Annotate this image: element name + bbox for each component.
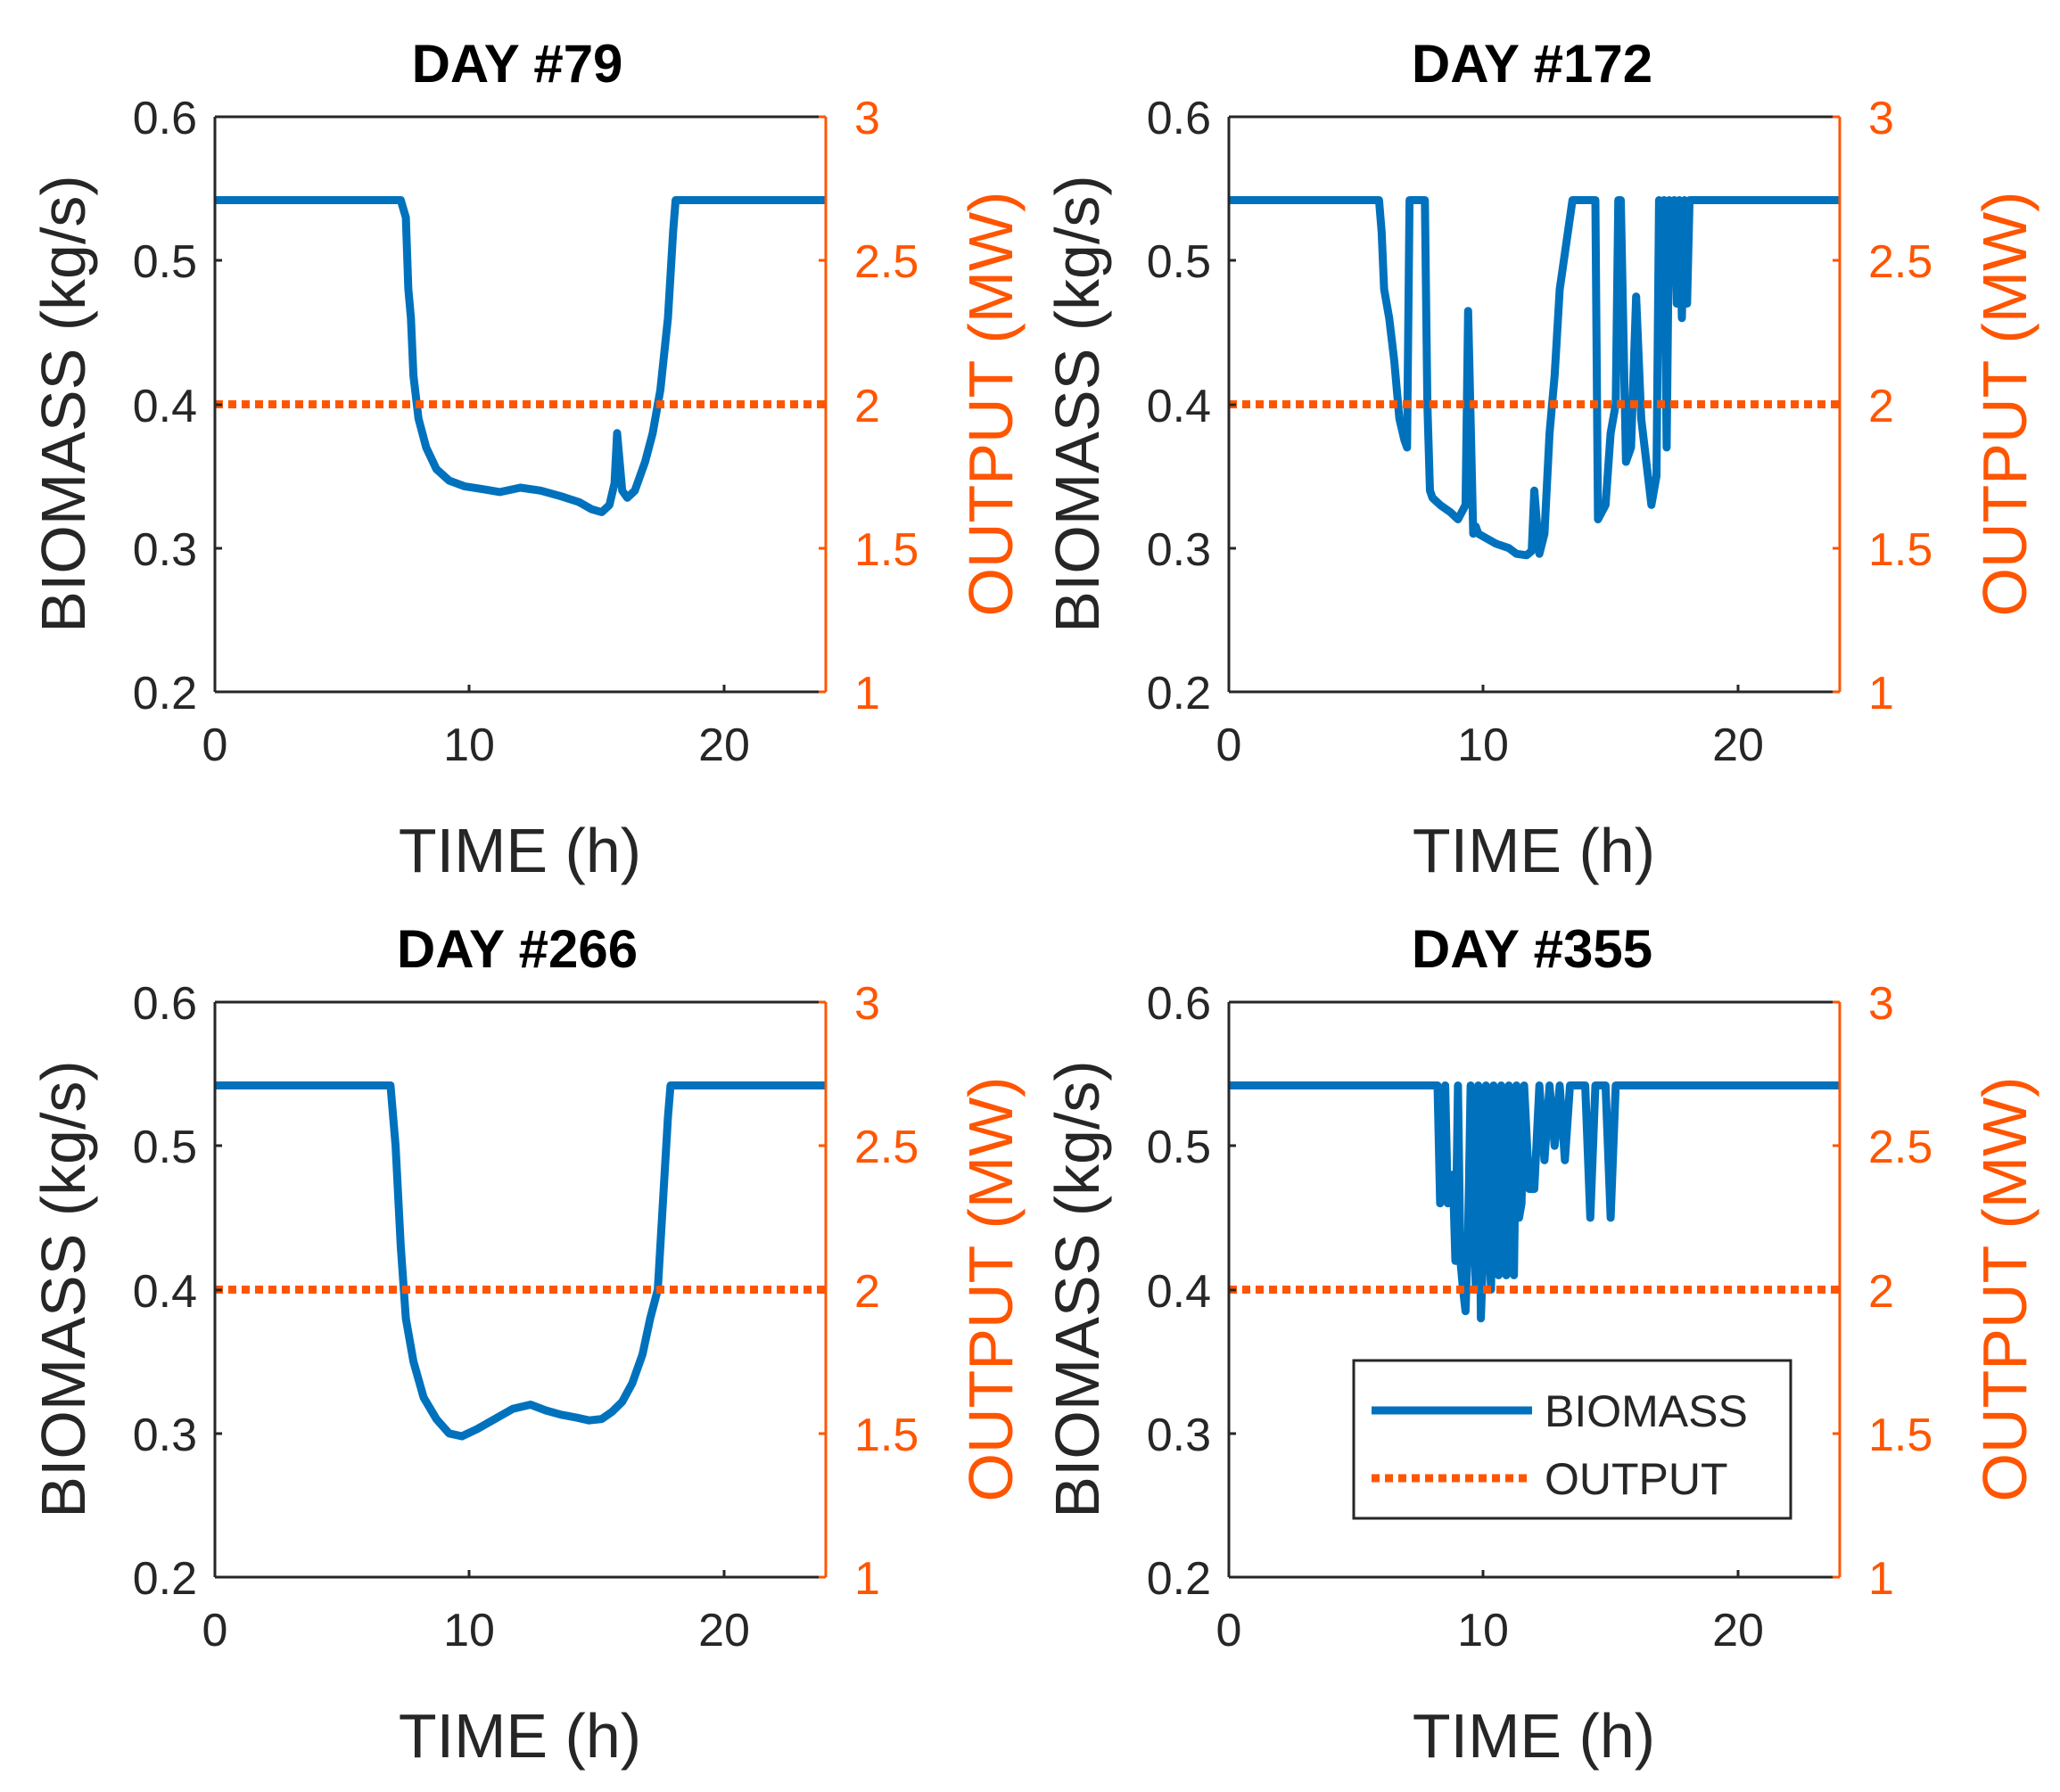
right-y-ticks: 1 1.5 2 2.5 3 [1833,93,1932,719]
x-ticks: 0 10 20 [1216,1570,1764,1656]
y-tick-label: 0.2 [133,1553,197,1605]
y-tick-label: 0.3 [1147,524,1211,576]
x-axis-label: TIME (h) [1413,816,1655,885]
y-tick-label: 0.3 [133,524,197,576]
y-tick-label: 0.5 [1147,1122,1211,1173]
x-tick-label: 0 [1216,719,1242,771]
y-right-tick-label: 1.5 [1868,524,1932,576]
y-right-tick-label: 2 [854,381,880,432]
biomass-series-line [215,1081,826,1441]
legend: BIOMASS OUTPUT [1352,1359,1792,1520]
y-tick-label: 0.4 [1147,1266,1211,1318]
panel-title: DAY #79 [412,34,623,94]
panel-day-266: DAY #266 0.2 0.3 0.4 0.5 0.6 1 [29,919,1026,1771]
y-right-tick-label: 1 [1868,1553,1894,1605]
y-right-tick-label: 3 [1868,93,1894,144]
y-right-tick-label: 2.5 [1868,1122,1932,1173]
x-tick-label: 10 [1457,1605,1509,1656]
y-tick-label: 0.4 [1147,381,1211,432]
y-right-tick-label: 2 [854,1266,880,1318]
y-axis-label: BIOMASS (kg/s) [1042,1060,1112,1517]
left-y-ticks: 0.2 0.3 0.4 0.5 0.6 [1147,93,1236,719]
x-ticks: 0 10 20 [1216,685,1764,771]
right-y-ticks: 1 1.5 2 2.5 3 [1833,978,1932,1605]
y-right-tick-label: 2 [1868,1266,1894,1318]
x-tick-label: 10 [443,1605,495,1656]
y-axis-label: BIOMASS (kg/s) [29,175,98,632]
panel-title: DAY #172 [1412,34,1652,94]
y-tick-label: 0.5 [133,236,197,288]
x-tick-label: 10 [1457,719,1509,771]
y-tick-label: 0.5 [1147,236,1211,288]
y-right-tick-label: 1.5 [1868,1410,1932,1461]
y-axis-label: BIOMASS (kg/s) [29,1060,98,1517]
y-tick-label: 0.4 [133,1266,197,1318]
x-tick-label: 10 [443,719,495,771]
plot-lines [215,1081,826,1441]
right-y-ticks: 1 1.5 2 2.5 3 [819,93,919,719]
x-axis-label: TIME (h) [1413,1701,1655,1771]
left-y-ticks: 0.2 0.3 0.4 0.5 0.6 [133,978,222,1605]
y-tick-label: 0.6 [133,978,197,1030]
y-tick-label: 0.2 [1147,1553,1211,1605]
right-y-ticks: 1 1.5 2 2.5 3 [819,978,919,1605]
y-tick-label: 0.3 [133,1410,197,1461]
y-axis-label: BIOMASS (kg/s) [1042,175,1112,632]
legend-label-biomass: BIOMASS [1545,1386,1748,1436]
left-y-ticks: 0.2 0.3 0.4 0.5 0.6 [133,93,222,719]
y-right-tick-label: 3 [1868,978,1894,1030]
x-ticks: 0 10 20 [202,1570,750,1656]
plot-lines [1229,196,1840,560]
y-right-tick-label: 1 [1868,668,1894,719]
y-tick-label: 0.6 [1147,978,1211,1030]
x-tick-label: 20 [698,719,750,771]
legend-label-output: OUTPUT [1545,1454,1728,1504]
panel-day-172: DAY #172 0.2 0.3 0.4 0.5 0.6 1 [1042,34,2039,885]
y-right-tick-label: 1.5 [854,1410,919,1461]
x-tick-label: 0 [202,1605,228,1656]
y-right-axis-label: OUTPUT (MW) [1970,1077,2039,1502]
y-right-tick-label: 3 [854,93,880,144]
plot-lines [215,196,826,516]
y-right-tick-label: 1 [854,1553,880,1605]
y-right-tick-label: 3 [854,978,880,1030]
panel-day-355: DAY #355 0.2 0.3 0.4 0.5 0.6 1 [1042,919,2039,1771]
y-tick-label: 0.4 [133,381,197,432]
y-tick-label: 0.6 [1147,93,1211,144]
left-y-ticks: 0.2 0.3 0.4 0.5 0.6 [1147,978,1236,1605]
legend-box [1352,1359,1792,1520]
y-right-axis-label: OUTPUT (MW) [956,192,1026,617]
panel-day-79: DAY #79 0.2 0.3 0.4 0.5 0.6 1 [29,34,1026,885]
y-tick-label: 0.6 [133,93,197,144]
y-right-tick-label: 2 [1868,381,1894,432]
y-tick-label: 0.2 [1147,668,1211,719]
biomass-series-line [215,196,826,516]
x-tick-label: 0 [1216,1605,1242,1656]
y-right-tick-label: 1 [854,668,880,719]
x-tick-label: 20 [1712,719,1764,771]
x-tick-label: 20 [1712,1605,1764,1656]
x-ticks: 0 10 20 [202,685,750,771]
y-right-tick-label: 2.5 [854,1122,919,1173]
y-right-axis-label: OUTPUT (MW) [956,1077,1026,1502]
y-right-tick-label: 1.5 [854,524,919,576]
biomass-series-line [1229,1081,1840,1323]
x-axis-label: TIME (h) [399,1701,641,1771]
y-right-tick-label: 2.5 [1868,236,1932,288]
y-tick-label: 0.5 [133,1122,197,1173]
y-right-axis-label: OUTPUT (MW) [1970,192,2039,617]
x-tick-label: 0 [202,719,228,771]
y-right-tick-label: 2.5 [854,236,919,288]
panel-title: DAY #355 [1412,919,1652,979]
x-tick-label: 20 [698,1605,750,1656]
plot-lines [1229,1081,1840,1323]
panel-title: DAY #266 [397,919,638,979]
biomass-series-line [1229,196,1840,560]
y-tick-label: 0.2 [133,668,197,719]
y-tick-label: 0.3 [1147,1410,1211,1461]
x-axis-label: TIME (h) [399,816,641,885]
